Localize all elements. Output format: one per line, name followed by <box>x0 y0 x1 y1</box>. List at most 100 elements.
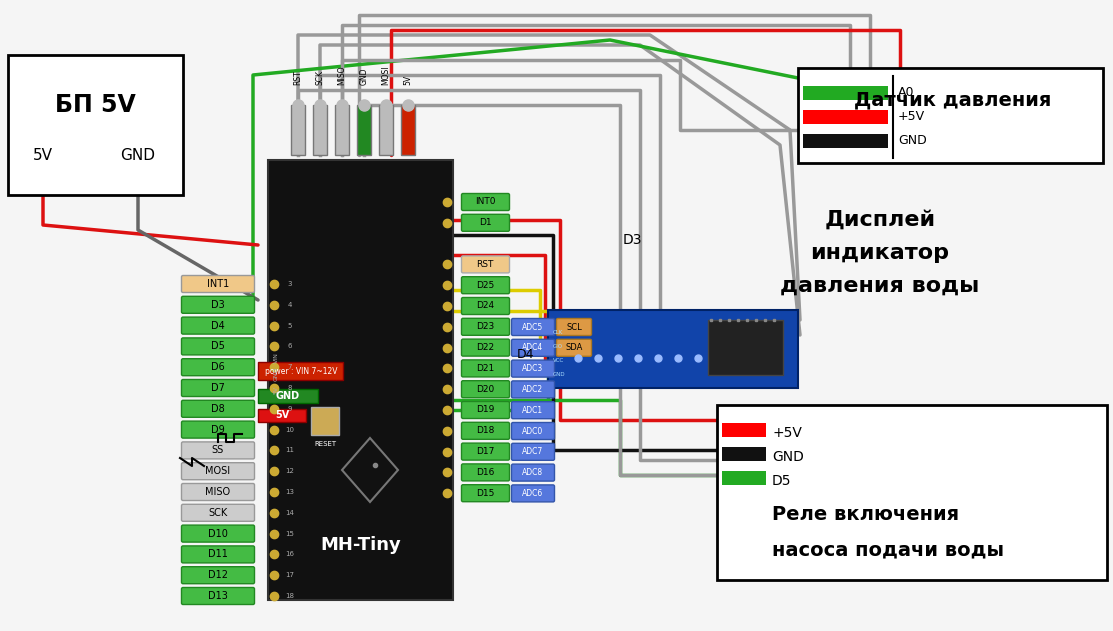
FancyBboxPatch shape <box>462 422 510 439</box>
FancyBboxPatch shape <box>181 525 255 542</box>
Text: MOSI: MOSI <box>206 466 230 476</box>
Text: D4: D4 <box>518 348 534 362</box>
Text: D11: D11 <box>208 550 228 560</box>
Text: INT0: INT0 <box>475 198 495 206</box>
Text: GND: GND <box>274 367 278 381</box>
Text: GND: GND <box>359 68 368 85</box>
FancyBboxPatch shape <box>462 297 510 314</box>
Text: D16: D16 <box>476 468 494 477</box>
Bar <box>722 447 766 461</box>
Text: 17: 17 <box>286 572 295 578</box>
Bar <box>290 105 305 155</box>
Text: 5V: 5V <box>404 75 413 85</box>
Text: SDA: SDA <box>565 343 583 352</box>
Bar <box>258 362 343 380</box>
FancyBboxPatch shape <box>512 381 554 398</box>
Text: power : VIN 7~12V: power : VIN 7~12V <box>265 367 337 375</box>
Text: INT1: INT1 <box>207 279 229 289</box>
FancyBboxPatch shape <box>462 318 510 335</box>
Text: D5: D5 <box>211 341 225 351</box>
Text: SCL: SCL <box>567 322 582 331</box>
FancyBboxPatch shape <box>512 319 554 336</box>
Text: 5V: 5V <box>275 411 289 420</box>
Text: GND: GND <box>553 372 565 377</box>
Text: Реле включения: Реле включения <box>772 505 959 524</box>
FancyBboxPatch shape <box>462 194 510 211</box>
Text: RST: RST <box>294 70 303 85</box>
FancyBboxPatch shape <box>462 380 510 398</box>
FancyBboxPatch shape <box>181 358 255 375</box>
Text: 7: 7 <box>288 364 293 370</box>
Text: VCC: VCC <box>553 358 564 362</box>
FancyBboxPatch shape <box>181 463 255 480</box>
Text: MISO: MISO <box>337 66 346 85</box>
Text: 18: 18 <box>286 593 295 599</box>
FancyBboxPatch shape <box>462 485 510 502</box>
Bar <box>401 105 415 155</box>
Text: БП 5V: БП 5V <box>56 93 136 117</box>
Text: D1: D1 <box>479 218 491 227</box>
Text: D7: D7 <box>211 383 225 393</box>
Text: D13: D13 <box>208 591 228 601</box>
Text: 16: 16 <box>286 551 295 557</box>
Text: 5V: 5V <box>33 148 53 163</box>
Text: Датчик давления: Датчик давления <box>855 90 1052 110</box>
FancyBboxPatch shape <box>556 339 591 357</box>
Text: 14: 14 <box>286 510 295 516</box>
FancyBboxPatch shape <box>181 504 255 521</box>
Text: индикатор: индикатор <box>810 243 949 263</box>
Bar <box>8 55 183 195</box>
Text: D23: D23 <box>476 322 494 331</box>
FancyBboxPatch shape <box>512 402 554 419</box>
Bar <box>802 110 888 124</box>
FancyBboxPatch shape <box>512 339 554 357</box>
Bar <box>380 105 393 155</box>
Text: SS: SS <box>211 445 224 456</box>
Text: 9: 9 <box>288 406 293 412</box>
Bar <box>717 405 1107 580</box>
Text: CLK: CLK <box>553 329 563 334</box>
Bar <box>802 86 888 100</box>
Text: D21: D21 <box>476 364 494 373</box>
Text: D18: D18 <box>476 427 494 435</box>
Text: ADC4: ADC4 <box>522 343 543 352</box>
Bar <box>708 320 784 375</box>
Bar <box>798 68 1103 163</box>
Text: 10: 10 <box>286 427 295 433</box>
Text: ADC8: ADC8 <box>522 468 543 477</box>
Text: D3: D3 <box>211 300 225 310</box>
Text: RESET: RESET <box>314 441 336 447</box>
Text: D20: D20 <box>476 385 494 394</box>
Text: D19: D19 <box>476 406 494 415</box>
Bar <box>357 105 371 155</box>
Text: 3: 3 <box>288 281 293 287</box>
FancyBboxPatch shape <box>462 401 510 418</box>
Text: D8: D8 <box>211 404 225 414</box>
FancyBboxPatch shape <box>512 444 554 460</box>
Text: MH-Tiny: MH-Tiny <box>321 536 401 554</box>
Text: 8: 8 <box>288 385 293 391</box>
FancyBboxPatch shape <box>181 546 255 563</box>
Bar <box>802 134 888 148</box>
FancyBboxPatch shape <box>462 215 510 232</box>
Bar <box>722 423 766 437</box>
Text: D17: D17 <box>476 447 494 456</box>
Bar <box>335 105 349 155</box>
Text: 4: 4 <box>288 302 293 308</box>
Text: D12: D12 <box>208 570 228 580</box>
FancyBboxPatch shape <box>181 338 255 355</box>
Bar <box>258 409 306 422</box>
Text: насоса подачи воды: насоса подачи воды <box>772 541 1004 560</box>
Text: MISO: MISO <box>206 487 230 497</box>
FancyBboxPatch shape <box>181 421 255 438</box>
Text: GND: GND <box>772 450 804 464</box>
Text: MOSI: MOSI <box>382 66 391 85</box>
Text: VIN: VIN <box>274 353 278 363</box>
Text: 12: 12 <box>286 468 295 475</box>
FancyBboxPatch shape <box>462 339 510 356</box>
FancyBboxPatch shape <box>181 567 255 584</box>
FancyBboxPatch shape <box>181 297 255 314</box>
Text: GIO: GIO <box>553 343 563 348</box>
Text: D6: D6 <box>211 362 225 372</box>
Text: SCK: SCK <box>208 508 228 518</box>
